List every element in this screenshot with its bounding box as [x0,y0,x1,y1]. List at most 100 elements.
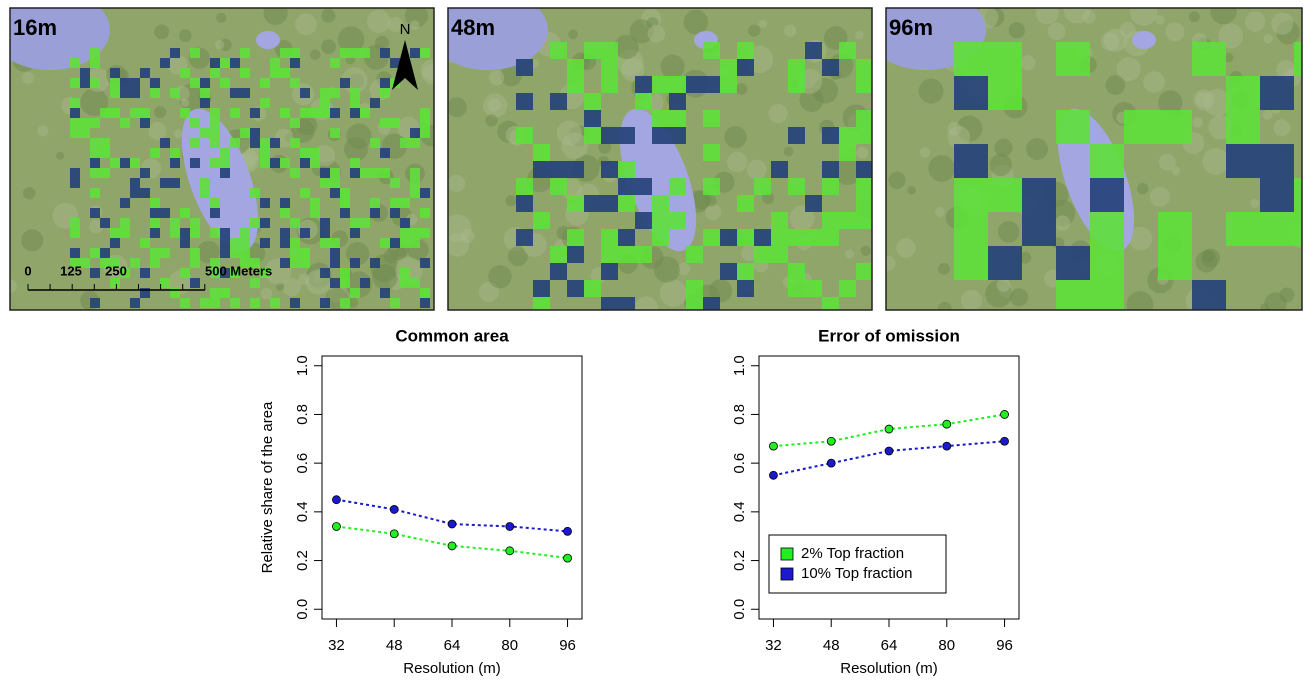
forest-texture [861,246,871,256]
forest-texture [727,152,748,173]
classified-cell [250,108,260,118]
classified-cell [410,138,420,148]
classified-cell [1056,246,1090,280]
forest-texture [661,55,685,79]
data-point [506,547,514,555]
forest-texture [1165,22,1184,41]
classified-cell [737,59,754,76]
classified-cell [954,144,988,178]
forest-texture [488,265,511,288]
y-axis-label: Relative share of the area [259,401,276,573]
classified-cell [370,208,380,218]
forest-texture [1262,110,1272,120]
data-point [1001,437,1009,445]
classified-cell [601,195,618,212]
classified-cell [140,168,150,178]
classified-cell [652,229,669,246]
classified-cell [240,68,250,78]
classified-cell [110,238,120,248]
classified-cell [230,138,240,148]
data-point [506,522,514,530]
forest-texture [154,24,169,39]
classified-cell [839,127,856,144]
classified-cell [550,178,567,195]
classified-cell [1090,178,1124,212]
classified-cell [230,248,240,258]
classified-cell [360,48,370,58]
classified-cell [822,297,839,314]
classified-cell [220,228,230,238]
classified-cell [1056,110,1090,144]
classified-cell [652,76,669,93]
forest-texture [149,122,167,140]
y-tick-label: 0.0 [731,599,748,620]
classified-cell [954,212,988,246]
classified-cell [310,198,320,208]
classified-cell [140,68,150,78]
forest-texture [367,10,390,33]
classified-cell [420,258,430,268]
data-point [827,437,835,445]
classified-cell [280,238,290,248]
y-tick-label: 0.8 [294,404,311,425]
classified-cell [618,161,635,178]
classified-cell [788,76,805,93]
forest-texture [23,187,35,199]
classified-cell [320,268,330,278]
scale-label: 500 Meters [205,263,272,278]
classified-cell [380,238,390,248]
classified-cell [250,188,260,198]
classified-cell [360,218,370,228]
classified-cell [370,98,380,108]
classified-cell [856,178,873,195]
classified-cell [988,76,1022,110]
forest-texture [919,79,944,104]
classified-cell [280,228,290,238]
classified-cell [90,48,100,58]
classified-cell [720,229,737,246]
forest-texture [1171,166,1180,175]
classified-cell [550,161,567,178]
classified-cell [400,218,410,228]
classified-cell [130,78,140,88]
classified-cell [90,58,100,68]
classified-cell [100,108,110,118]
classified-cell [550,246,567,263]
forest-texture [660,280,687,307]
classified-cell [410,168,420,178]
forest-texture [154,106,166,118]
classified-cell [90,118,100,128]
classified-cell [340,198,350,208]
classified-cell [250,138,260,148]
classified-cell [1260,144,1294,178]
classified-cell [320,108,330,118]
forest-texture [1273,119,1290,136]
classified-cell [380,288,390,298]
figure: 16m48m96mN0125250500 MetersCommon areaRe… [0,0,1309,682]
classified-cell [150,218,160,228]
forest-texture [907,186,915,194]
classified-cell [340,48,350,58]
classified-cell [160,208,170,218]
classified-cell [250,278,260,288]
classified-cell [150,78,160,88]
classified-cell [686,280,703,297]
classified-cell [754,229,771,246]
forest-texture [920,147,930,157]
classified-cell [170,228,180,238]
forest-texture [1202,249,1215,262]
classified-cell [988,42,1022,76]
classified-cell [618,229,635,246]
classified-cell [80,68,90,78]
lake [256,31,280,49]
classified-cell [220,168,230,178]
forest-texture [56,152,64,160]
x-tick-label: 32 [328,637,345,654]
classified-cell [280,258,290,268]
classified-cell [652,110,669,127]
classified-cell [788,229,805,246]
forest-texture [1010,288,1028,306]
classified-cell [350,258,360,268]
classified-cell [110,158,120,168]
classified-cell [1260,178,1294,212]
